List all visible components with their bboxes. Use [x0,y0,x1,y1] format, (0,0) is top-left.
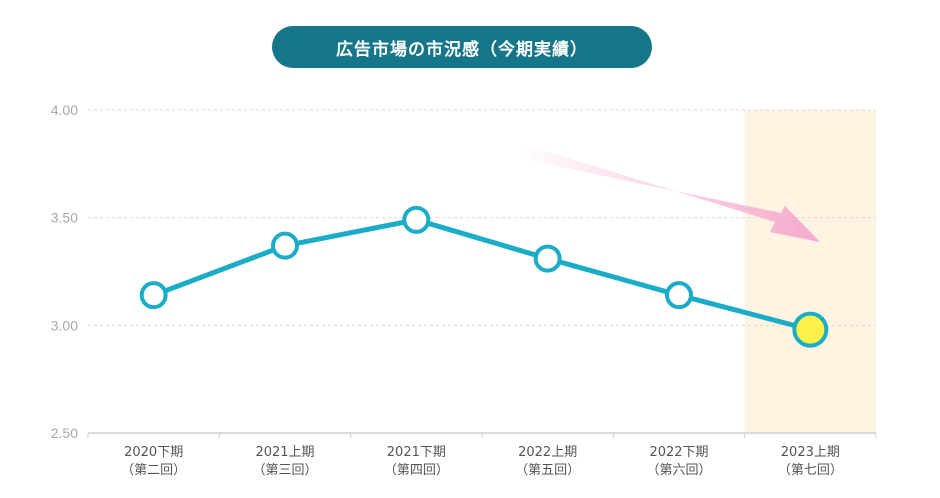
x-tick-label: 2022下期 [649,445,708,460]
data-point [139,281,168,310]
data-point [402,205,431,234]
x-tick-label: 2023上期 [781,445,840,460]
x-tick-label: 2021下期 [387,445,446,460]
x-tick-sublabel: （第七回） [778,463,843,478]
x-tick-sublabel: （第三回） [252,463,317,478]
chart-title: 広告市場の市況感（今期実績） [272,26,652,68]
series-line [151,217,813,333]
data-point [271,231,299,260]
y-tick-label: 2.50 [51,425,78,441]
x-tick-label: 2020下期 [124,445,183,460]
x-tick-label: 2021上期 [255,445,314,460]
y-tick-label: 4.00 [51,102,78,118]
x-tick-sublabel: （第二回） [121,463,186,478]
highlight-data-point [792,311,829,348]
trend-arrow [517,144,820,242]
data-point [533,244,562,273]
y-tick-label: 3.00 [51,317,78,333]
data-point [665,281,693,310]
x-tick-sublabel: （第五回） [515,463,580,478]
x-tick-label: 2022上期 [518,445,577,460]
highlight-band [744,110,876,433]
x-tick-sublabel: （第六回） [646,463,711,478]
y-tick-label: 3.50 [51,210,78,226]
x-tick-sublabel: （第四回） [384,463,449,478]
